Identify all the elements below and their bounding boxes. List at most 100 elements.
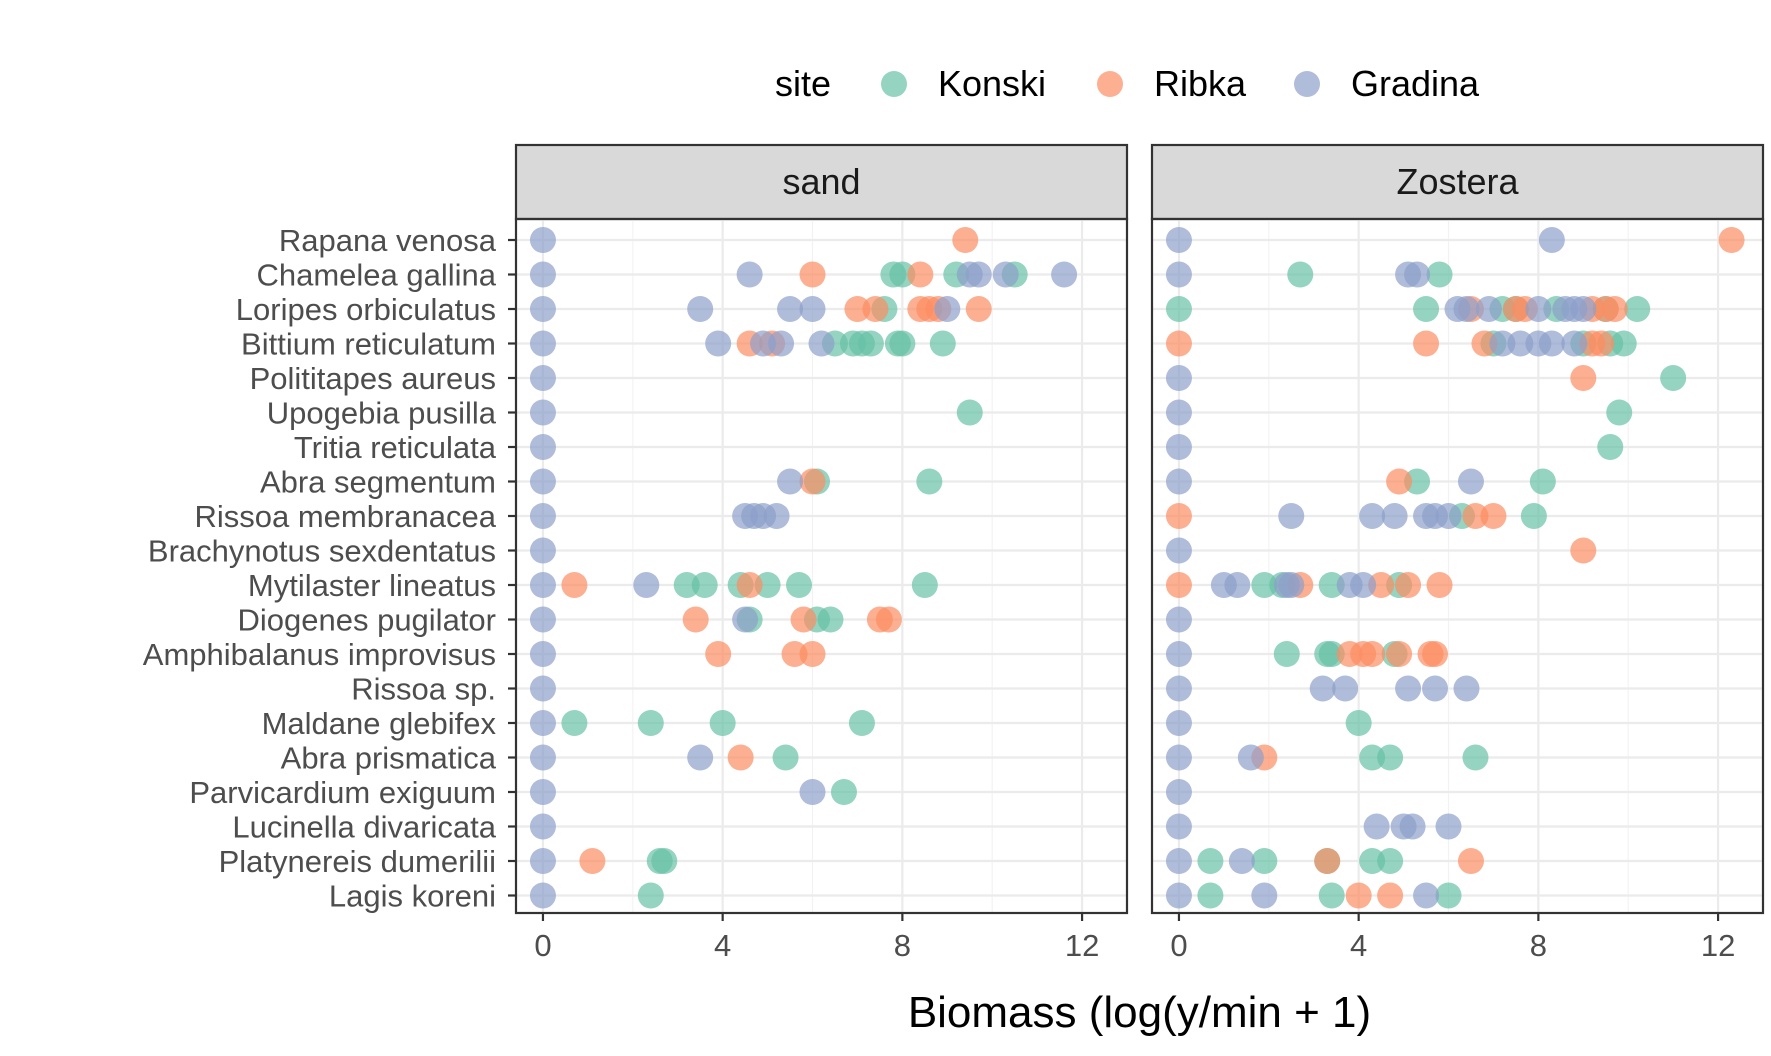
point-ribka	[799, 641, 826, 667]
point-gradina	[1570, 296, 1597, 322]
point-ribka	[705, 641, 732, 667]
point-ribka	[1570, 537, 1597, 564]
point-gradina	[1165, 744, 1192, 771]
point-konski	[929, 330, 956, 357]
point-ribka	[1570, 365, 1597, 391]
y-tick-label: Rapana venosa	[279, 223, 497, 258]
point-ribka	[1588, 330, 1615, 357]
point-gradina	[529, 675, 556, 702]
point-gradina	[732, 606, 759, 633]
point-konski	[916, 468, 943, 495]
point-konski	[1165, 296, 1192, 322]
points	[1165, 227, 1745, 909]
point-gradina	[1165, 882, 1192, 909]
point-gradina	[1359, 503, 1386, 529]
point-gradina	[687, 296, 714, 322]
y-tick-label: Upogebia pusilla	[267, 396, 497, 431]
y-tick-label: Abra prismatica	[281, 741, 497, 776]
point-gradina	[687, 744, 714, 771]
gridlines	[1152, 219, 1763, 913]
legend: site Konski Ribka Gradina	[775, 63, 1480, 104]
point-konski	[772, 744, 799, 771]
point-ribka	[1601, 296, 1628, 322]
point-gradina	[529, 606, 556, 633]
point-gradina	[529, 399, 556, 426]
point-gradina	[1332, 675, 1359, 702]
point-konski	[1660, 365, 1687, 391]
legend-key-ribka	[1097, 71, 1123, 97]
x-tick-label: 4	[1350, 928, 1367, 963]
point-gradina	[529, 744, 556, 771]
y-tick-label: Rissoa sp.	[351, 672, 496, 707]
y-tick-label: Brachynotus sexdentatus	[148, 534, 496, 569]
point-gradina	[1413, 882, 1440, 909]
point-konski	[637, 710, 664, 736]
point-gradina	[768, 330, 795, 357]
gridlines	[516, 219, 1127, 913]
point-gradina	[705, 330, 732, 357]
point-gradina	[1165, 606, 1192, 633]
x-tick-label: 12	[1065, 928, 1099, 963]
point-gradina	[1051, 261, 1078, 288]
point-konski	[911, 572, 938, 598]
point-konski	[1529, 468, 1556, 495]
y-tick-label: Amphibalanus improvisus	[143, 637, 496, 672]
point-gradina	[763, 503, 790, 529]
point-gradina	[1309, 675, 1336, 702]
y-tick-label: Platynereis dumerilii	[219, 844, 496, 879]
point-gradina	[1453, 675, 1480, 702]
y-tick-label: Lucinella divaricata	[232, 810, 496, 845]
point-konski	[1520, 503, 1547, 529]
point-ribka	[790, 606, 817, 633]
point-gradina	[529, 572, 556, 598]
point-gradina	[1404, 261, 1431, 288]
point-ribka	[1422, 641, 1449, 667]
panel-strip	[1150, 143, 1765, 221]
point-ribka	[1471, 330, 1498, 357]
point-konski	[848, 710, 875, 736]
point-konski	[561, 710, 588, 736]
point-konski	[857, 330, 884, 357]
point-gradina	[1363, 813, 1390, 840]
point-gradina	[1475, 296, 1502, 322]
legend-label-konski: Konski	[938, 63, 1046, 104]
x-tick-label: 0	[1170, 928, 1187, 963]
x-tick-label: 4	[714, 928, 731, 963]
point-ribka	[799, 468, 826, 495]
y-tick-label: Maldane glebifex	[262, 706, 497, 741]
point-ribka	[682, 606, 709, 633]
point-gradina	[934, 296, 961, 322]
point-konski	[1377, 848, 1404, 874]
point-gradina	[529, 848, 556, 874]
point-ribka	[1457, 848, 1484, 874]
point-gradina	[1422, 675, 1449, 702]
y-tick-label: Polititapes aureus	[250, 361, 496, 396]
point-gradina	[633, 572, 660, 598]
point-ribka	[862, 296, 889, 322]
point-ribka	[1359, 641, 1386, 667]
x-tick-label: 8	[1530, 928, 1547, 963]
point-ribka	[579, 848, 606, 874]
point-konski	[1273, 641, 1300, 667]
point-gradina	[1237, 744, 1264, 771]
point-ribka	[1165, 330, 1192, 357]
point-gradina	[1278, 503, 1305, 529]
point-ribka	[1345, 882, 1372, 909]
point-ribka	[1480, 503, 1507, 529]
point-gradina	[1453, 296, 1480, 322]
point-gradina	[1165, 537, 1192, 564]
point-konski	[1413, 296, 1440, 322]
point-ribka	[1386, 641, 1413, 667]
point-gradina	[529, 296, 556, 322]
y-tick-label: Lagis koreni	[329, 879, 496, 914]
point-gradina	[529, 330, 556, 357]
y-tick-label: Parvicardium exiguum	[189, 775, 496, 810]
point-gradina	[777, 296, 804, 322]
panel-zostera: Zostera 0 4 8 12	[1150, 143, 1765, 963]
point-ribka	[736, 572, 763, 598]
point-konski	[1345, 710, 1372, 736]
panel-strip	[514, 143, 1129, 221]
point-konski	[1318, 641, 1345, 667]
legend-title: site	[775, 63, 831, 104]
legend-label-ribka: Ribka	[1154, 63, 1247, 104]
